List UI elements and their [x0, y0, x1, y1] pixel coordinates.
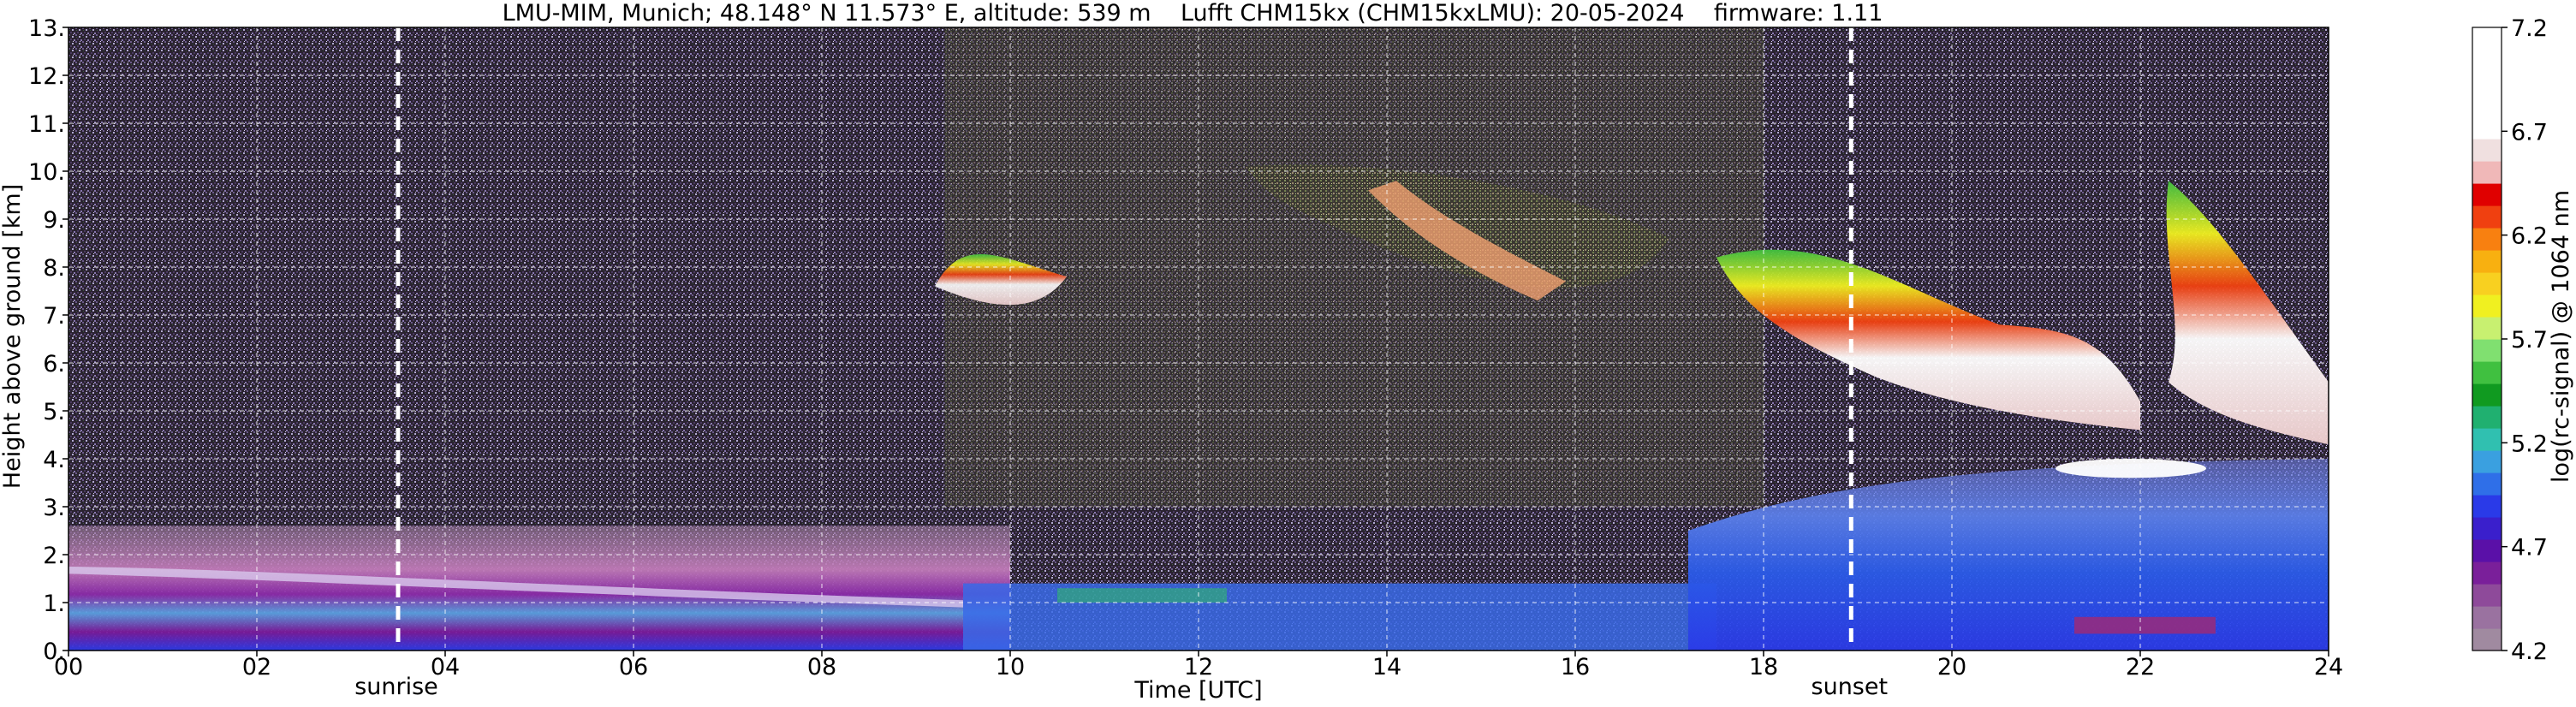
- residual-layer-patch: [2074, 616, 2216, 634]
- x-tick-label: 06: [619, 654, 648, 680]
- x-tick-label: 18: [1749, 654, 1778, 680]
- boundary-layer-top-noon: [1057, 588, 1227, 603]
- x-tick-label: 12: [1184, 654, 1213, 680]
- y-tick-label: 12.: [28, 63, 65, 90]
- colorbar-segment: [2472, 539, 2502, 562]
- sunrise-label: sunrise: [354, 674, 438, 700]
- colorbar-tick-label: 7.2: [2511, 15, 2548, 42]
- colorbar-tick-label: 5.2: [2511, 431, 2548, 457]
- colorbar-segment: [2472, 628, 2502, 651]
- colorbar-segment: [2472, 50, 2502, 73]
- y-tick-label: 10.: [28, 159, 65, 186]
- colorbar-segment: [2472, 561, 2502, 585]
- colorbar-segment: [2472, 383, 2502, 407]
- x-tick-label: 04: [431, 654, 460, 680]
- colorbar-segment: [2472, 161, 2502, 184]
- grid: [68, 27, 2329, 651]
- colorbar-segment: [2472, 495, 2502, 518]
- colorbar-segment: [2472, 27, 2502, 50]
- x-tick-label: 02: [242, 654, 271, 680]
- colorbar-segment: [2472, 272, 2502, 295]
- y-tick-label: 8.: [43, 255, 65, 282]
- colorbar-tick-label: 4.7: [2511, 535, 2548, 561]
- colorbar: 4.2 4.7 5.2 5.7 6.2 6.7 7.2: [2472, 15, 2548, 665]
- x-tick-label: 00: [54, 654, 83, 680]
- x-tick-label: 20: [1937, 654, 1966, 680]
- y-axis-label: Height above ground [km]: [0, 184, 26, 489]
- x-tick-label: 14: [1372, 654, 1401, 680]
- colorbar-tick-label: 5.7: [2511, 327, 2548, 354]
- colorbar-segment: [2472, 250, 2502, 273]
- boundary-layer-bright-band: [68, 567, 963, 608]
- colorbar-segment: [2472, 183, 2502, 206]
- y-tick-label: 2.: [43, 543, 65, 569]
- cirrus-streak: [1368, 181, 1566, 301]
- colorbar-segment: [2472, 406, 2502, 429]
- x-tick-label: 16: [1561, 654, 1590, 680]
- colorbar-segment: [2472, 116, 2502, 140]
- colorbar-segment: [2472, 228, 2502, 251]
- colorbar-tick-label: 6.2: [2511, 223, 2548, 250]
- cirrus-cloud: [2166, 181, 2329, 445]
- y-tick-label: 5.: [43, 399, 65, 425]
- colorbar-label: log(rc-signal) @ 1064 nm: [2548, 190, 2574, 483]
- y-tick-label: 4.: [43, 447, 65, 473]
- cirrus-cloud: [1716, 249, 2140, 431]
- x-tick-label: 10: [996, 654, 1025, 680]
- y-tick-label: 11.: [28, 111, 65, 138]
- x-tick-label: 08: [807, 654, 836, 680]
- y-tick-label: 3.: [43, 495, 65, 521]
- y-axis: 0. 1. 2. 3. 4. 5. 6. 7. 8. 9. 10. 11. 12. 13.: [28, 15, 68, 665]
- y-tick-label: 6.: [43, 351, 65, 377]
- y-tick-label: 7.: [43, 303, 65, 330]
- colorbar-segment: [2472, 584, 2502, 607]
- x-tick-label: 22: [2126, 654, 2155, 680]
- x-axis-label: Time [UTC]: [1133, 677, 1262, 704]
- x-axis: 00 02 04 06 08 10 12 14 16 18 20 22 24: [54, 651, 2343, 680]
- colorbar-segment: [2472, 94, 2502, 117]
- x-tick-label: 24: [2314, 654, 2343, 680]
- y-tick-label: 1.: [43, 591, 65, 617]
- y-tick-label: 9.: [43, 207, 65, 234]
- chart-title: LMU-MIM, Munich; 48.148° N 11.573° E, al…: [503, 0, 1883, 27]
- colorbar-segment: [2472, 428, 2502, 451]
- colorbar-segment: [2472, 294, 2502, 318]
- colorbar-segment: [2472, 72, 2502, 95]
- colorbar-segment: [2472, 317, 2502, 340]
- colorbar-segment: [2472, 139, 2502, 162]
- colorbar-segment: [2472, 472, 2502, 496]
- colorbar-segment: [2472, 339, 2502, 362]
- colorbar-segment: [2472, 361, 2502, 384]
- colorbar-tick-label: 4.2: [2511, 639, 2548, 665]
- sunset-label: sunset: [1812, 674, 1889, 700]
- y-tick-label: 0.: [43, 639, 65, 665]
- y-tick-label: 13.: [28, 15, 65, 42]
- colorbar-segment: [2472, 606, 2502, 629]
- colorbar-segment: [2472, 517, 2502, 540]
- low-cloud: [2055, 459, 2206, 478]
- sun-markers: sunrise sunset: [354, 27, 1888, 700]
- colorbar-segment: [2472, 450, 2502, 473]
- colorbar-tick-label: 6.7: [2511, 119, 2548, 146]
- colorbar-segment: [2472, 205, 2502, 229]
